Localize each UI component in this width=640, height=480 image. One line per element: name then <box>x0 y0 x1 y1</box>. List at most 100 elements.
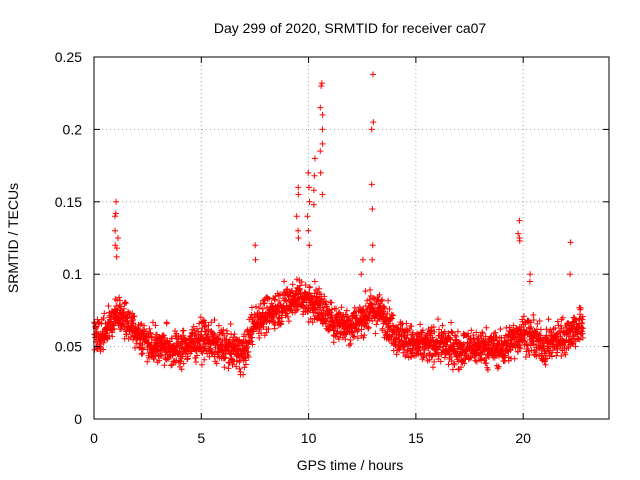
data-point <box>351 333 358 340</box>
data-point <box>451 361 458 368</box>
data-point <box>369 242 376 249</box>
data-point <box>530 311 537 318</box>
data-point <box>390 323 397 330</box>
data-point <box>260 323 267 330</box>
data-point <box>201 356 208 363</box>
data-point <box>112 227 119 234</box>
data-point <box>253 303 260 310</box>
data-point <box>491 330 498 337</box>
data-point <box>144 358 151 365</box>
data-point <box>369 206 376 213</box>
data-point <box>572 343 579 350</box>
data-point <box>205 322 212 329</box>
data-point <box>131 313 138 320</box>
data-point <box>240 371 247 378</box>
data-point <box>548 353 555 360</box>
data-point <box>554 346 561 353</box>
data-point <box>510 322 517 329</box>
data-point <box>194 352 201 359</box>
data-point <box>277 291 284 298</box>
data-point <box>358 326 365 333</box>
data-point <box>221 364 228 371</box>
data-point <box>215 322 222 329</box>
data-point <box>248 304 255 311</box>
data-point <box>343 307 350 314</box>
data-point <box>184 356 191 363</box>
data-point <box>409 349 416 356</box>
data-point <box>116 294 123 301</box>
data-point <box>527 325 534 332</box>
data-point <box>111 213 118 220</box>
x-tick-label: 10 <box>301 430 317 446</box>
data-point <box>472 351 479 358</box>
data-point <box>244 344 251 351</box>
data-point <box>285 318 292 325</box>
data-point <box>347 336 354 343</box>
data-point <box>233 358 240 365</box>
data-point <box>473 358 480 365</box>
data-point <box>319 111 326 118</box>
data-point <box>122 300 129 307</box>
data-point <box>546 350 553 357</box>
data-point <box>421 347 428 354</box>
data-point <box>397 321 404 328</box>
data-point <box>226 336 233 343</box>
data-point <box>557 333 564 340</box>
data-point <box>493 334 500 341</box>
data-point <box>172 328 179 335</box>
data-point <box>410 329 417 336</box>
data-point <box>568 322 575 329</box>
data-point <box>197 314 204 321</box>
data-point <box>482 333 489 340</box>
data-point <box>211 316 218 323</box>
data-point <box>114 235 121 241</box>
data-point <box>562 351 569 358</box>
data-point <box>311 290 318 297</box>
data-point <box>215 335 222 342</box>
data-point <box>567 271 574 278</box>
data-point <box>188 348 195 355</box>
data-point <box>338 304 345 311</box>
data-point <box>515 348 522 355</box>
data-point <box>226 360 233 367</box>
data-point <box>231 331 238 338</box>
data-point <box>385 333 392 340</box>
data-point <box>130 320 137 327</box>
data-point <box>528 324 535 331</box>
data-point <box>309 319 316 326</box>
plot-frame <box>93 56 610 420</box>
data-point <box>213 360 220 367</box>
data-point <box>379 325 386 332</box>
data-point <box>319 191 326 198</box>
data-point <box>450 360 457 367</box>
data-point <box>156 357 163 364</box>
data-point <box>431 328 438 335</box>
data-point <box>276 298 283 305</box>
data-point <box>318 291 325 298</box>
data-point <box>271 325 278 332</box>
data-point <box>436 326 443 333</box>
y-axis-label: SRMTID / TECUs <box>5 183 21 293</box>
data-point <box>530 337 537 344</box>
data-point <box>100 339 107 346</box>
data-point <box>306 198 313 205</box>
data-point <box>306 290 313 297</box>
data-point <box>362 288 369 295</box>
data-point <box>468 338 475 345</box>
data-point <box>569 340 576 347</box>
data-point <box>351 304 358 311</box>
data-point <box>199 325 206 332</box>
data-point <box>190 323 197 330</box>
data-point <box>372 330 379 337</box>
data-point <box>545 316 552 323</box>
data-point <box>282 307 289 314</box>
data-point <box>317 104 324 111</box>
data-point <box>420 354 427 361</box>
x-tick-label: 0 <box>90 430 98 446</box>
data-point <box>295 191 302 198</box>
data-point <box>328 306 335 313</box>
data-point <box>406 326 413 333</box>
data-point <box>330 339 337 346</box>
data-point <box>187 333 194 340</box>
data-point <box>293 213 300 220</box>
